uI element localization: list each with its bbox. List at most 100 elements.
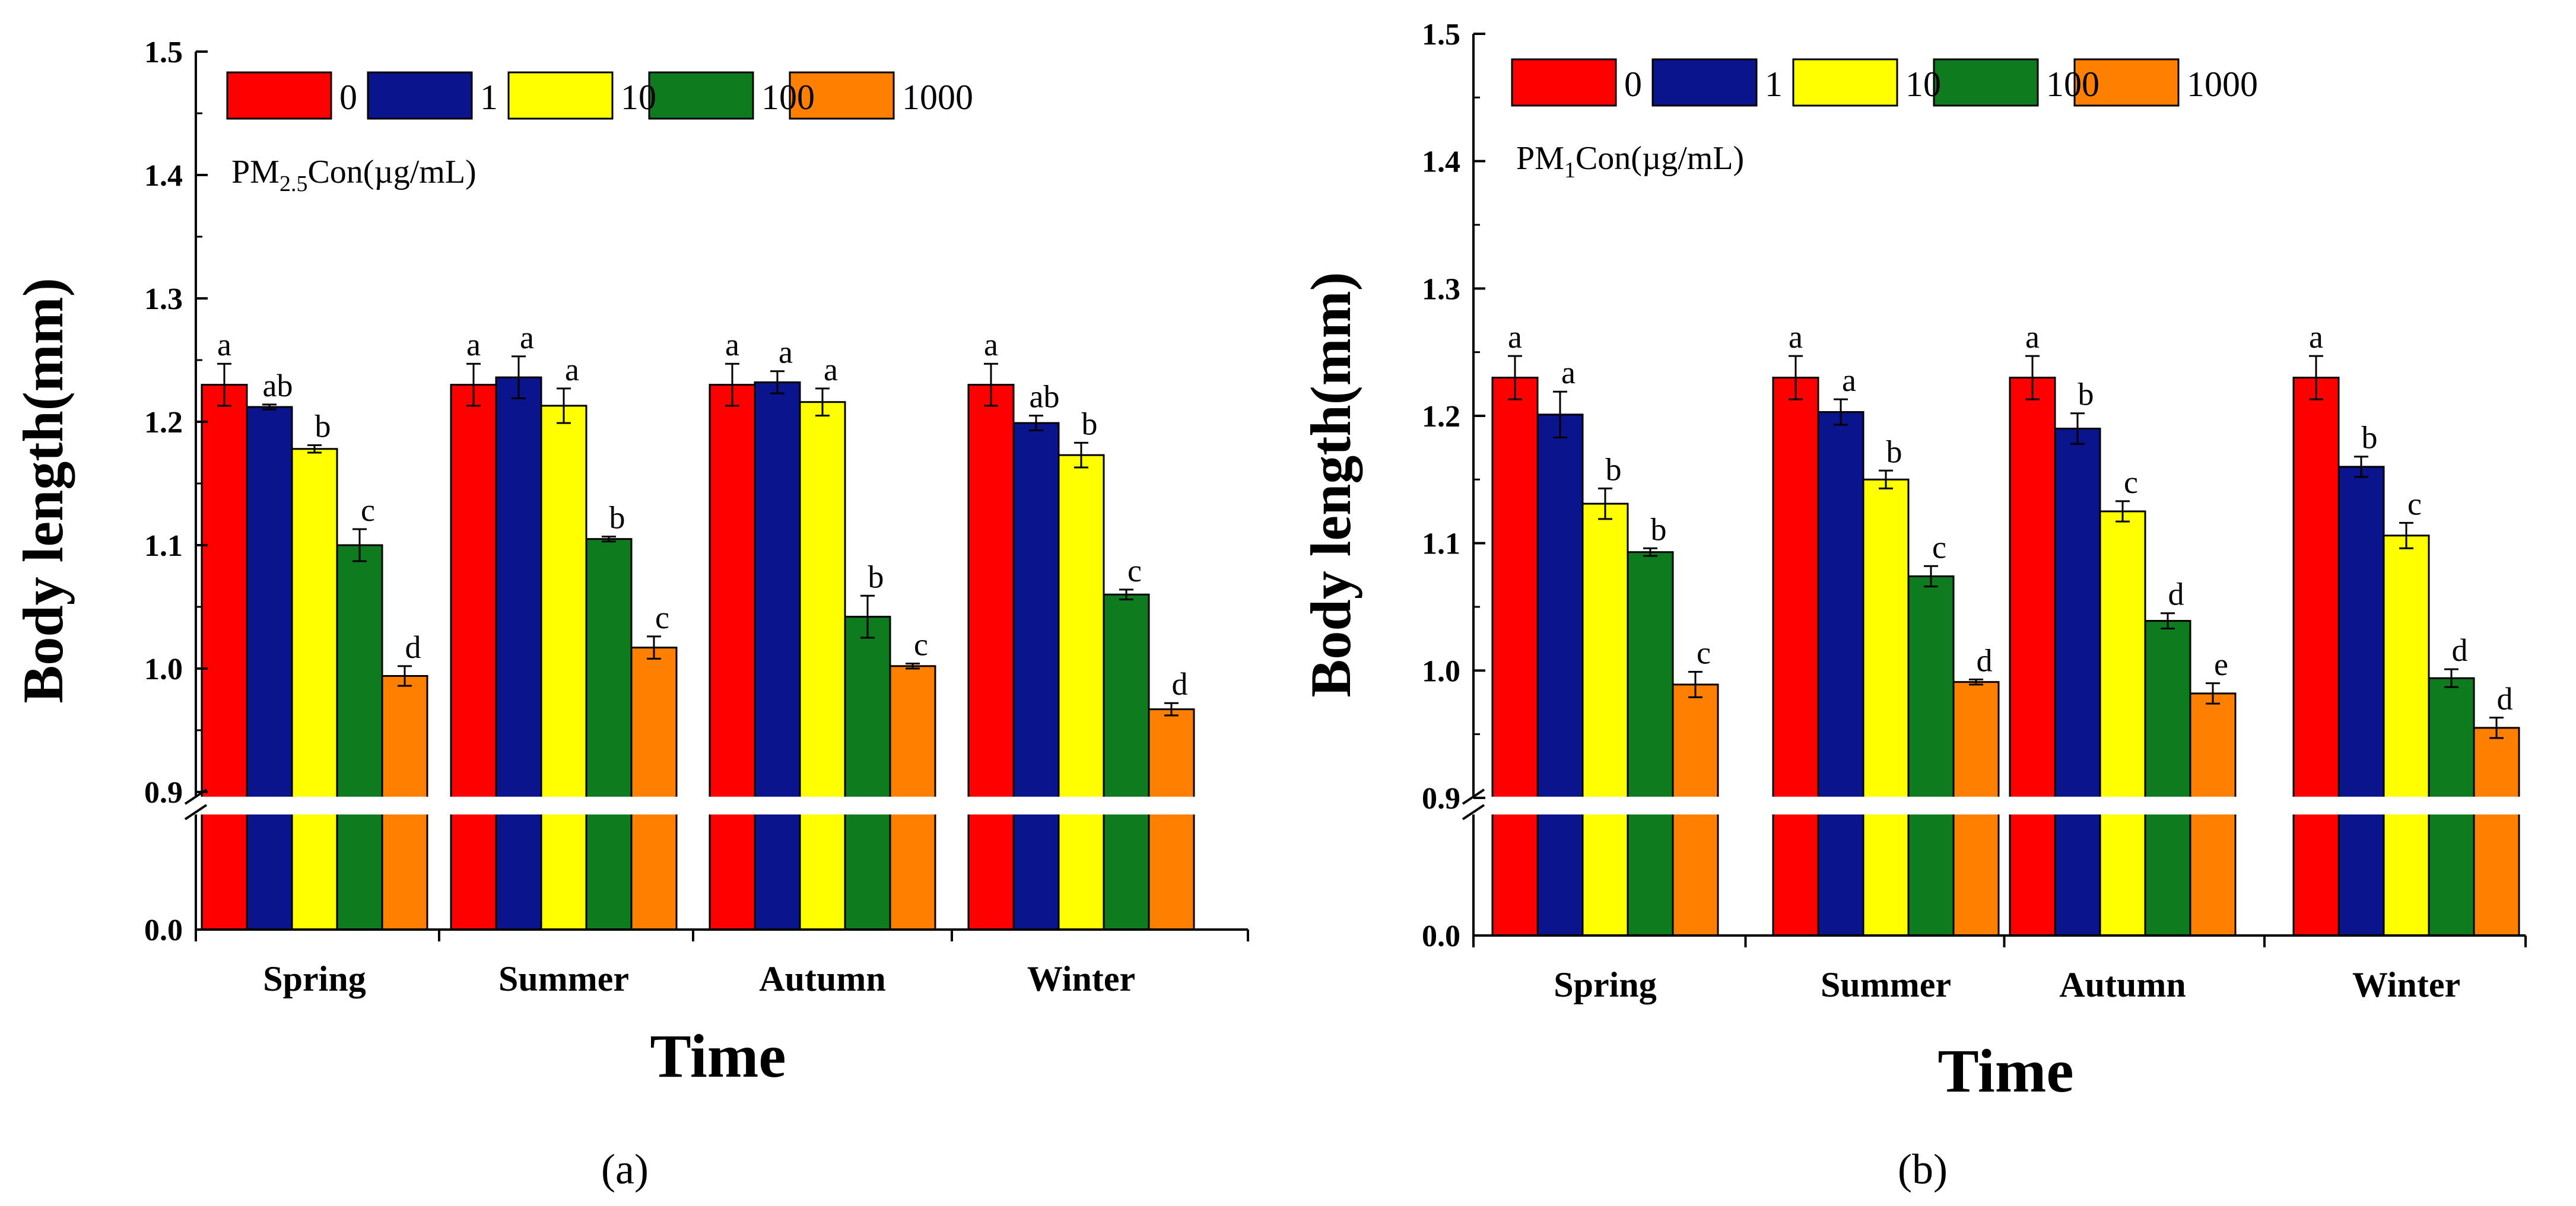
y-axis-title: Body length(mm) [1299,272,1362,697]
bar-summer-100 [585,538,633,931]
bar-summer-0 [1772,377,1819,937]
x-tick-label: Winter [2352,965,2460,1004]
significance-letter: a [1561,355,1576,390]
significance-letter: b [868,559,884,594]
bar-autumn-1 [2054,427,2101,937]
significance-letter: a [779,335,793,370]
bar-autumn-100 [2144,620,2191,937]
bar-summer-10 [540,405,587,931]
significance-letter: b [1606,451,1622,487]
y-tick-label: 0.0 [1422,919,1460,953]
bar-winter-1000 [1148,708,1195,931]
significance-letter: ab [263,368,293,403]
bar-summer-10 [1862,478,1910,937]
significance-letter: c [2124,464,2138,500]
significance-letter: b [609,499,625,535]
bar-winter-0 [967,384,1015,931]
bar-spring-0 [201,384,248,931]
y-tick-label: 1.2 [144,406,183,440]
bar-spring-100 [336,544,383,931]
legend-swatch-1000 [2073,58,2180,107]
y-tick-label: 1.4 [1422,145,1460,179]
y-tick-label: 1.5 [144,36,183,69]
significance-letter: d [1977,642,1993,678]
significance-letter: b [2078,377,2094,412]
significance-letter: d [2168,577,2184,612]
x-tick-label: Autumn [759,959,885,998]
x-tick-label: Spring [263,959,366,998]
significance-letter: b [1651,511,1667,547]
axis-break-mark [1462,804,1485,820]
bar-summer-0 [450,384,497,931]
legend-label-0: 0 [1624,65,1642,104]
significance-letter: a [725,327,739,362]
y-tick-label: 1.0 [1422,654,1460,688]
significance-letter: c [2407,486,2422,521]
bar-spring-100 [1627,551,1674,937]
bar-winter-100 [1103,593,1150,931]
significance-letter: a [520,320,534,355]
legend-label-100: 100 [761,78,815,117]
axis-break-band [1456,797,2526,814]
y-axis-title: Body length(mm) [11,278,75,703]
significance-letter: a [466,327,481,362]
legend-swatch-0 [226,71,332,120]
y-tick-label: 1.1 [1422,527,1460,561]
y-tick-label: 1.3 [144,282,183,316]
bar-winter-1 [1012,422,1060,931]
significance-letter: e [2214,647,2228,682]
legend-title-subscript: 1 [1564,158,1576,183]
legend-label-10: 10 [621,78,656,117]
bar-summer-1000 [630,647,678,931]
x-tick-label: Summer [1821,965,1951,1004]
bar-autumn-100 [844,616,891,931]
x-tick-label: Autumn [2059,965,2186,1004]
legend-title-prefix: PM [231,154,279,190]
panel-label: (a) [601,1145,649,1193]
bar-winter-0 [2292,377,2340,937]
legend-label-1: 1 [1765,65,1783,104]
significance-letter: d [2452,632,2468,668]
y-tick-label: 0.0 [144,914,183,947]
legend-swatch-1 [1651,58,1758,107]
bar-winter-1000 [2473,727,2520,937]
legend-swatch-100 [1933,58,2039,107]
bar-summer-1 [495,376,542,931]
significance-letter: a [1508,319,1522,355]
x-axis-title: Time [650,1022,786,1090]
significance-letter: a [2025,319,2040,355]
bar-winter-10 [1057,454,1105,931]
legend-swatch-10 [1792,58,1898,107]
y-tick-label: 1.3 [1422,272,1460,306]
x-axis-title: Time [1937,1037,2073,1105]
significance-letter: d [1172,666,1188,702]
significance-letter: b [315,409,331,444]
significance-letter: c [1697,635,1711,670]
legend-label-1000: 1000 [2187,65,2258,104]
significance-letter: a [984,327,998,362]
legend-title-prefix: PM [1516,140,1564,177]
bar-autumn-10 [2099,510,2146,937]
legend-title-suffix: Con(µg/mL) [307,154,476,190]
legend-swatch-0 [1511,58,1617,107]
bar-spring-10 [1581,502,1629,937]
significance-letter: a [565,352,579,387]
significance-letter: d [2497,681,2513,717]
significance-letter: c [655,600,669,635]
significance-letter: b [2362,420,2378,456]
legend-title: PM2.5Con(µg/mL) [231,154,477,196]
y-tick-label: 0.9 [144,776,183,810]
axis-break-band [178,797,1248,814]
significance-letter: a [824,352,838,387]
bar-summer-1 [1817,411,1864,937]
bar-autumn-1 [754,381,801,931]
significance-letter: b [1082,406,1098,441]
y-tick-label: 1.0 [144,653,183,686]
bar-spring-1 [246,406,293,931]
axis-break-mark [184,804,208,820]
legend-swatch-10 [507,71,614,120]
legend-label-100: 100 [2046,65,2099,104]
bar-spring-1 [1536,413,1584,937]
legend-title: PM1Con(µg/mL) [1516,140,1744,183]
